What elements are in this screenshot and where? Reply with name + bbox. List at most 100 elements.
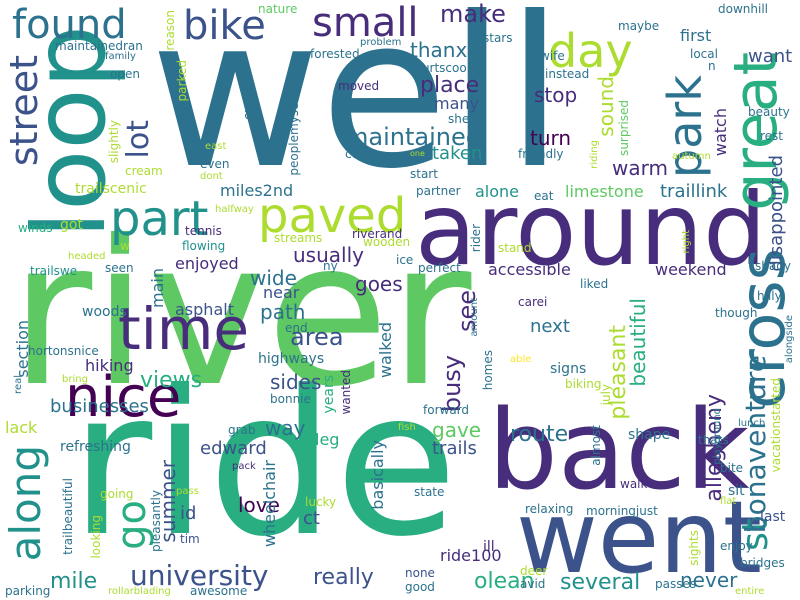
word-winds: winds	[18, 221, 53, 235]
word-seen: seen	[105, 261, 134, 275]
word-warm: warm	[612, 156, 668, 180]
word-bring: bring	[62, 374, 88, 385]
word-tim: tim	[180, 532, 200, 546]
word-enjoy: enjoy	[720, 539, 753, 553]
word-hortonsnice: hortonsnice	[28, 344, 99, 358]
word-hiking: hiking	[85, 356, 134, 375]
word-sound: sound	[594, 76, 618, 137]
word-coffee: coffee	[345, 147, 382, 161]
word-well: well	[150, 0, 564, 215]
word-really: really	[313, 565, 374, 590]
word-alone: alone	[475, 182, 520, 201]
word-perfect: perfect	[418, 261, 461, 275]
word-trailswe: trailswe	[30, 264, 78, 278]
word-passes: passes	[655, 577, 697, 591]
word-mile: mile	[50, 569, 98, 594]
word-path: path	[260, 300, 306, 324]
word-back: back	[488, 386, 750, 514]
word-weekend: weekend	[655, 260, 727, 279]
word-ct: ct	[303, 508, 320, 529]
word-friendly: friendly	[518, 147, 564, 161]
word-thanx: thanx	[410, 38, 468, 62]
word-lot: lot	[121, 120, 156, 159]
word-turn: turn	[530, 126, 572, 150]
word-bridges: bridges	[740, 556, 785, 570]
word-place: place	[420, 73, 480, 98]
word-downhill: downhill	[718, 2, 768, 16]
word-though: though	[715, 306, 758, 320]
word-several: several	[560, 570, 641, 595]
word-traillink: traillink	[660, 181, 728, 202]
word-ill: ill	[483, 539, 495, 555]
word-shes: shes	[448, 112, 476, 126]
word-walked: walked	[376, 322, 395, 379]
word-nice: nice	[65, 365, 182, 430]
word-miles2nd: miles2nd	[220, 181, 294, 200]
word-entire: entire	[735, 586, 765, 597]
word-awesome: awesome	[190, 584, 248, 598]
word-carei: carei	[518, 295, 548, 309]
word-rest: rest	[760, 129, 784, 143]
word-rollarblading: rollarblading	[108, 586, 171, 597]
word-real: real	[13, 375, 24, 394]
word-edward: edward	[200, 438, 267, 459]
word-right: right	[681, 230, 692, 254]
word-peoplemyself: peoplemyself	[287, 95, 301, 176]
word-crosses: crosses	[241, 75, 255, 120]
word-paved: paved	[258, 188, 407, 244]
word-found: found	[12, 2, 127, 48]
word-able: able	[510, 354, 532, 365]
word-surprised: surprised	[617, 100, 631, 156]
word-morningjust: morningjust	[586, 504, 658, 518]
word-parked: parked	[175, 60, 189, 102]
word-stop: stop	[534, 83, 578, 107]
word-ride: ride	[70, 348, 458, 581]
word-usually: usually	[293, 243, 364, 267]
word-went: went	[516, 479, 762, 596]
word-wooden: wooden	[363, 235, 411, 249]
word-go: go	[109, 500, 155, 550]
word-make: make	[440, 0, 506, 28]
word-university: university	[130, 559, 269, 592]
word-olean: olean	[474, 569, 535, 594]
word-nature: nature	[258, 2, 298, 16]
word-fish: fish	[398, 422, 416, 433]
word-ny: ny	[323, 259, 338, 273]
word-sights: sights	[687, 530, 701, 566]
word-way: way	[265, 416, 306, 440]
word-many: many	[434, 94, 479, 113]
word-leg: leg	[315, 430, 340, 449]
word-bonnie: bonnie	[270, 392, 311, 406]
word-liked: liked	[580, 277, 609, 291]
word-accessible: accessible	[488, 260, 571, 279]
word-day: day	[548, 24, 633, 78]
word-id: id	[180, 503, 197, 524]
word-instead: instead	[545, 67, 590, 81]
word-highways: highways	[258, 351, 325, 367]
word-flat: flat	[720, 496, 737, 507]
word-signs: signs	[550, 361, 587, 377]
word-thats: thats	[698, 433, 729, 447]
word-reason: reason	[163, 10, 177, 51]
word-deer: deer	[520, 564, 548, 578]
word-n: n	[708, 59, 716, 73]
word-forward: forward	[423, 403, 470, 417]
word-ice: ice	[396, 253, 414, 267]
word-relaxing: relaxing	[525, 502, 574, 516]
word-disappointed: disappointed	[766, 155, 787, 272]
word-beautiful: beautiful	[626, 298, 650, 387]
word-playground: playground	[712, 408, 723, 465]
word-enjoyed: enjoyed	[175, 254, 239, 273]
word-next: next	[530, 316, 570, 337]
word-even: even	[200, 157, 230, 171]
word-park: park	[658, 75, 712, 178]
word-moved: moved	[338, 79, 380, 93]
word-july: july	[599, 384, 613, 406]
word-state: state	[414, 485, 445, 499]
word-rider: rider	[469, 224, 483, 253]
word-trails: trails	[432, 438, 477, 459]
word-riverand: riverand	[352, 227, 403, 241]
word-area: area	[290, 323, 344, 351]
word-good: good	[405, 580, 435, 594]
